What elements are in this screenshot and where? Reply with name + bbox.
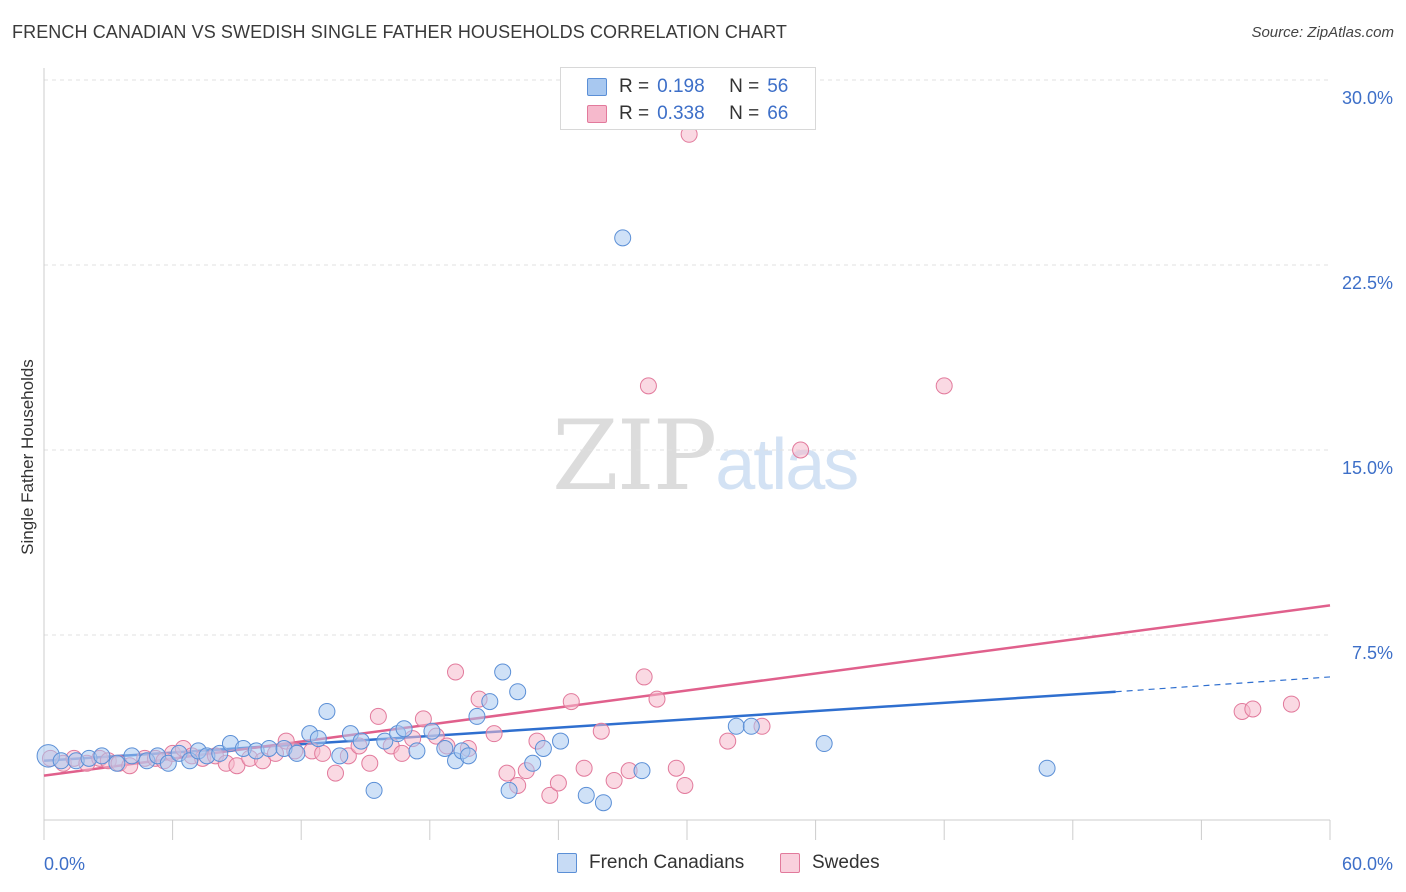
french-canadian-point xyxy=(352,732,370,750)
n-label: N = xyxy=(729,103,760,124)
swede-point xyxy=(667,759,685,777)
french-canadian-point xyxy=(468,707,486,725)
french-canadian-point xyxy=(633,762,651,780)
source-label: Source: ZipAtlas.com xyxy=(1251,24,1394,41)
french-canadian-point xyxy=(123,747,141,765)
r-value: 0.198 xyxy=(657,76,705,97)
french-canadian-point xyxy=(260,739,278,757)
french-canadian-point xyxy=(408,742,426,760)
swede-point xyxy=(393,744,411,762)
french-canadian-point xyxy=(524,754,542,772)
legend-label: Swedes xyxy=(812,852,880,873)
french-canadian-point xyxy=(481,693,499,711)
french-canadian-point xyxy=(331,747,349,765)
axes xyxy=(43,68,1331,840)
y-tick-label: 7.5% xyxy=(1352,643,1393,663)
swede-point xyxy=(719,732,737,750)
french-canadian-point xyxy=(494,663,512,681)
data-points xyxy=(36,125,1300,812)
legend-swatch-blue xyxy=(557,853,577,873)
legend-row-swedes: R = 0.338 N = 66 xyxy=(587,103,788,125)
swede-point xyxy=(541,786,559,804)
french-canadian-point xyxy=(815,735,833,753)
legend-label: French Canadians xyxy=(589,852,745,873)
french-canadian-point xyxy=(423,722,441,740)
french-canadian-point xyxy=(742,717,760,735)
x-tick-label: 60.0% xyxy=(1342,854,1393,874)
french-canadian-point xyxy=(614,229,632,247)
swede-point xyxy=(1244,700,1262,718)
swede-point xyxy=(648,690,666,708)
chart-title: FRENCH CANADIAN VS SWEDISH SINGLE FATHER… xyxy=(12,22,788,42)
legend-swatch-blue xyxy=(587,78,607,96)
n-value: 56 xyxy=(767,76,789,97)
french-canadian-point xyxy=(288,744,306,762)
r-label: R = xyxy=(619,103,650,124)
watermark-atlas: atlas xyxy=(715,425,859,505)
legend-item-swedes[interactable]: Swedes xyxy=(780,852,880,874)
swede-point xyxy=(326,764,344,782)
swede-point xyxy=(792,441,810,459)
french-canadian-point xyxy=(318,702,336,720)
swede-point xyxy=(549,774,567,792)
swede-point xyxy=(485,725,503,743)
swede-point xyxy=(935,377,953,395)
y-tick-label: 22.5% xyxy=(1342,273,1393,293)
french-canadian-point xyxy=(552,732,570,750)
swede-point xyxy=(369,707,387,725)
swede-point xyxy=(1282,695,1300,713)
french-canadian-point xyxy=(93,747,111,765)
legend-swatch-pink xyxy=(587,105,607,123)
n-value: 66 xyxy=(767,103,789,124)
gridlines xyxy=(44,79,1330,636)
french-canadian-point xyxy=(534,739,552,757)
french-canadian-point xyxy=(159,754,177,772)
swede-point xyxy=(361,754,379,772)
r-label: R = xyxy=(619,76,650,97)
series-legend: French Canadians Swedes xyxy=(0,852,1406,878)
swede-point xyxy=(498,764,516,782)
n-label: N = xyxy=(729,76,760,97)
swede-point xyxy=(447,663,465,681)
french-canadian-point xyxy=(365,781,383,799)
swede-point xyxy=(414,710,432,728)
french-canadian-point xyxy=(1038,759,1056,777)
r-value: 0.338 xyxy=(657,103,705,124)
swede-point xyxy=(639,377,657,395)
tick-labels: 7.5% 15.0% 22.5% 30.0% 0.0% 60.0% xyxy=(44,88,1393,874)
swede-point xyxy=(635,668,653,686)
french-canadian-point xyxy=(395,720,413,738)
swede-point xyxy=(592,722,610,740)
french-canadian-point xyxy=(509,683,527,701)
legend-row-french-canadians: R = 0.198 N = 56 xyxy=(587,76,788,98)
french-canadian-point xyxy=(376,732,394,750)
legend-swatch-pink xyxy=(780,853,800,873)
y-tick-label: 30.0% xyxy=(1342,88,1393,108)
x-tick-label: 0.0% xyxy=(44,854,85,874)
french-canadian-point xyxy=(436,739,454,757)
french-canadian-point xyxy=(727,717,745,735)
french-canadian-point xyxy=(108,754,126,772)
swede-point xyxy=(575,759,593,777)
french-canadian-point xyxy=(52,752,70,770)
swede-point xyxy=(562,693,580,711)
watermark-zip: ZIP xyxy=(552,400,717,512)
legend-item-french-canadians[interactable]: French Canadians xyxy=(557,852,744,874)
y-tick-label: 15.0% xyxy=(1342,458,1393,478)
watermark: ZIPatlas xyxy=(552,400,859,512)
swede-point xyxy=(228,757,246,775)
swede-point xyxy=(314,744,332,762)
swede-point xyxy=(605,772,623,790)
french-canadian-point xyxy=(309,730,327,748)
french-canadian-point xyxy=(594,794,612,812)
french-canadian-point xyxy=(500,781,518,799)
french-canadian-point xyxy=(211,744,229,762)
french-canadian-trend-extension xyxy=(1115,676,1331,693)
swede-point xyxy=(676,776,694,794)
french-canadian-point xyxy=(577,786,595,804)
correlation-legend: R = 0.198 N = 56 R = 0.338 N = 66 xyxy=(560,67,816,130)
french-canadian-point xyxy=(459,747,477,765)
